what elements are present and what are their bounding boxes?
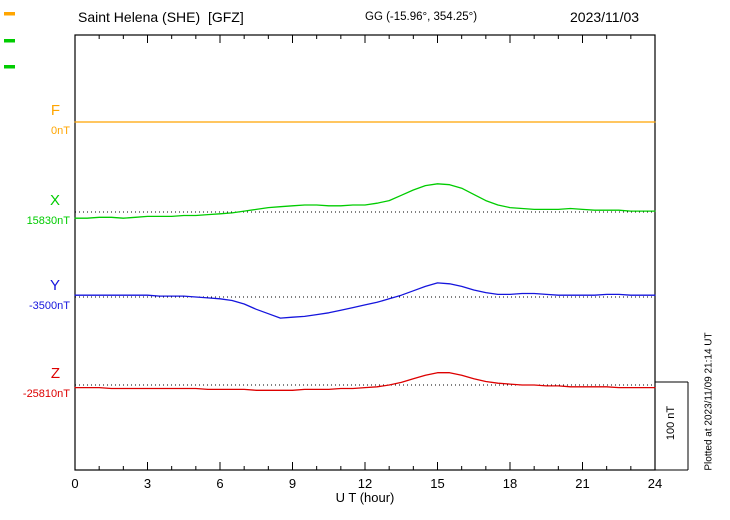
- plot-date: 2023/11/03: [570, 9, 640, 25]
- plot-footnote: Plotted at 2023/11/09 21:14 UT: [703, 332, 715, 471]
- station-coordinates: GG (-15.96°, 354.25°): [365, 11, 478, 23]
- plot-frame: [74, 34, 656, 471]
- left-edge-mark: [4, 39, 15, 43]
- component-label-F: F: [50, 102, 60, 119]
- x-tick-label-0: 0: [71, 476, 79, 491]
- trace-X: [74, 183, 656, 219]
- component-label-X: X: [49, 192, 60, 209]
- x-tick-label-3: 3: [143, 476, 152, 491]
- x-tick-label-15: 15: [430, 476, 445, 491]
- component-label-Y: Y: [49, 277, 60, 294]
- x-tick-label-6: 6: [216, 476, 224, 491]
- scale-bar-label: 100 nT: [665, 405, 677, 441]
- x-tick-label-18: 18: [502, 476, 518, 491]
- left-edge-mark: [4, 12, 15, 16]
- trace-Y: [74, 282, 656, 319]
- x-tick-label-9: 9: [288, 476, 297, 491]
- x-axis-label: U T (hour): [335, 490, 395, 505]
- station-title: Saint Helena (SHE) [GFZ]: [78, 9, 244, 25]
- component-baseline-value-Z: -25810nT: [22, 388, 70, 400]
- x-tick-label-21: 21: [575, 476, 590, 491]
- trace-Z: [74, 372, 656, 391]
- component-baseline-value-X: 15830nT: [26, 215, 70, 227]
- component-label-Z: Z: [50, 365, 60, 382]
- component-baseline-value-Y: -3500nT: [29, 300, 70, 312]
- component-baseline-value-F: 0nT: [51, 125, 70, 137]
- left-edge-mark: [4, 65, 15, 69]
- x-tick-label-24: 24: [647, 476, 663, 491]
- x-tick-label-12: 12: [357, 476, 373, 491]
